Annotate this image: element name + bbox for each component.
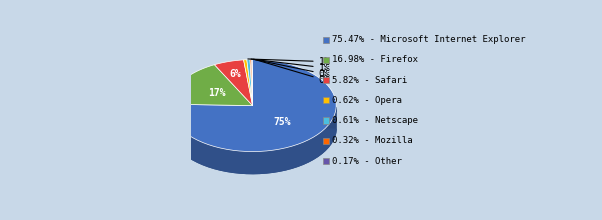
FancyBboxPatch shape — [323, 37, 329, 43]
Text: 75%: 75% — [273, 117, 291, 127]
Polygon shape — [169, 60, 336, 152]
Text: 0.61% - Netscape: 0.61% - Netscape — [332, 116, 418, 125]
FancyBboxPatch shape — [323, 77, 329, 83]
Text: 0.32% - Mozilla: 0.32% - Mozilla — [332, 136, 412, 145]
FancyBboxPatch shape — [323, 158, 329, 164]
Polygon shape — [250, 60, 253, 106]
Text: 0%: 0% — [253, 59, 330, 79]
FancyBboxPatch shape — [323, 57, 329, 63]
FancyBboxPatch shape — [323, 97, 329, 103]
Polygon shape — [244, 60, 253, 106]
Polygon shape — [214, 60, 253, 106]
Polygon shape — [169, 65, 253, 106]
Text: 16.98% - Firefox: 16.98% - Firefox — [332, 55, 418, 64]
Text: 17%: 17% — [208, 88, 226, 98]
Text: 0.17% - Other: 0.17% - Other — [332, 157, 402, 165]
Text: 75.47% - Microsoft Internet Explorer: 75.47% - Microsoft Internet Explorer — [332, 35, 526, 44]
Polygon shape — [252, 60, 253, 106]
Polygon shape — [247, 60, 253, 106]
Polygon shape — [169, 107, 336, 174]
Text: 0%: 0% — [255, 59, 330, 85]
Text: 1%: 1% — [248, 57, 330, 67]
Text: 6%: 6% — [229, 69, 241, 79]
Polygon shape — [169, 128, 336, 174]
Text: 5.82% - Safari: 5.82% - Safari — [332, 76, 407, 84]
FancyBboxPatch shape — [323, 138, 329, 144]
Text: 0.62% - Opera: 0.62% - Opera — [332, 96, 402, 105]
Text: 1%: 1% — [251, 59, 330, 73]
FancyBboxPatch shape — [323, 117, 329, 124]
